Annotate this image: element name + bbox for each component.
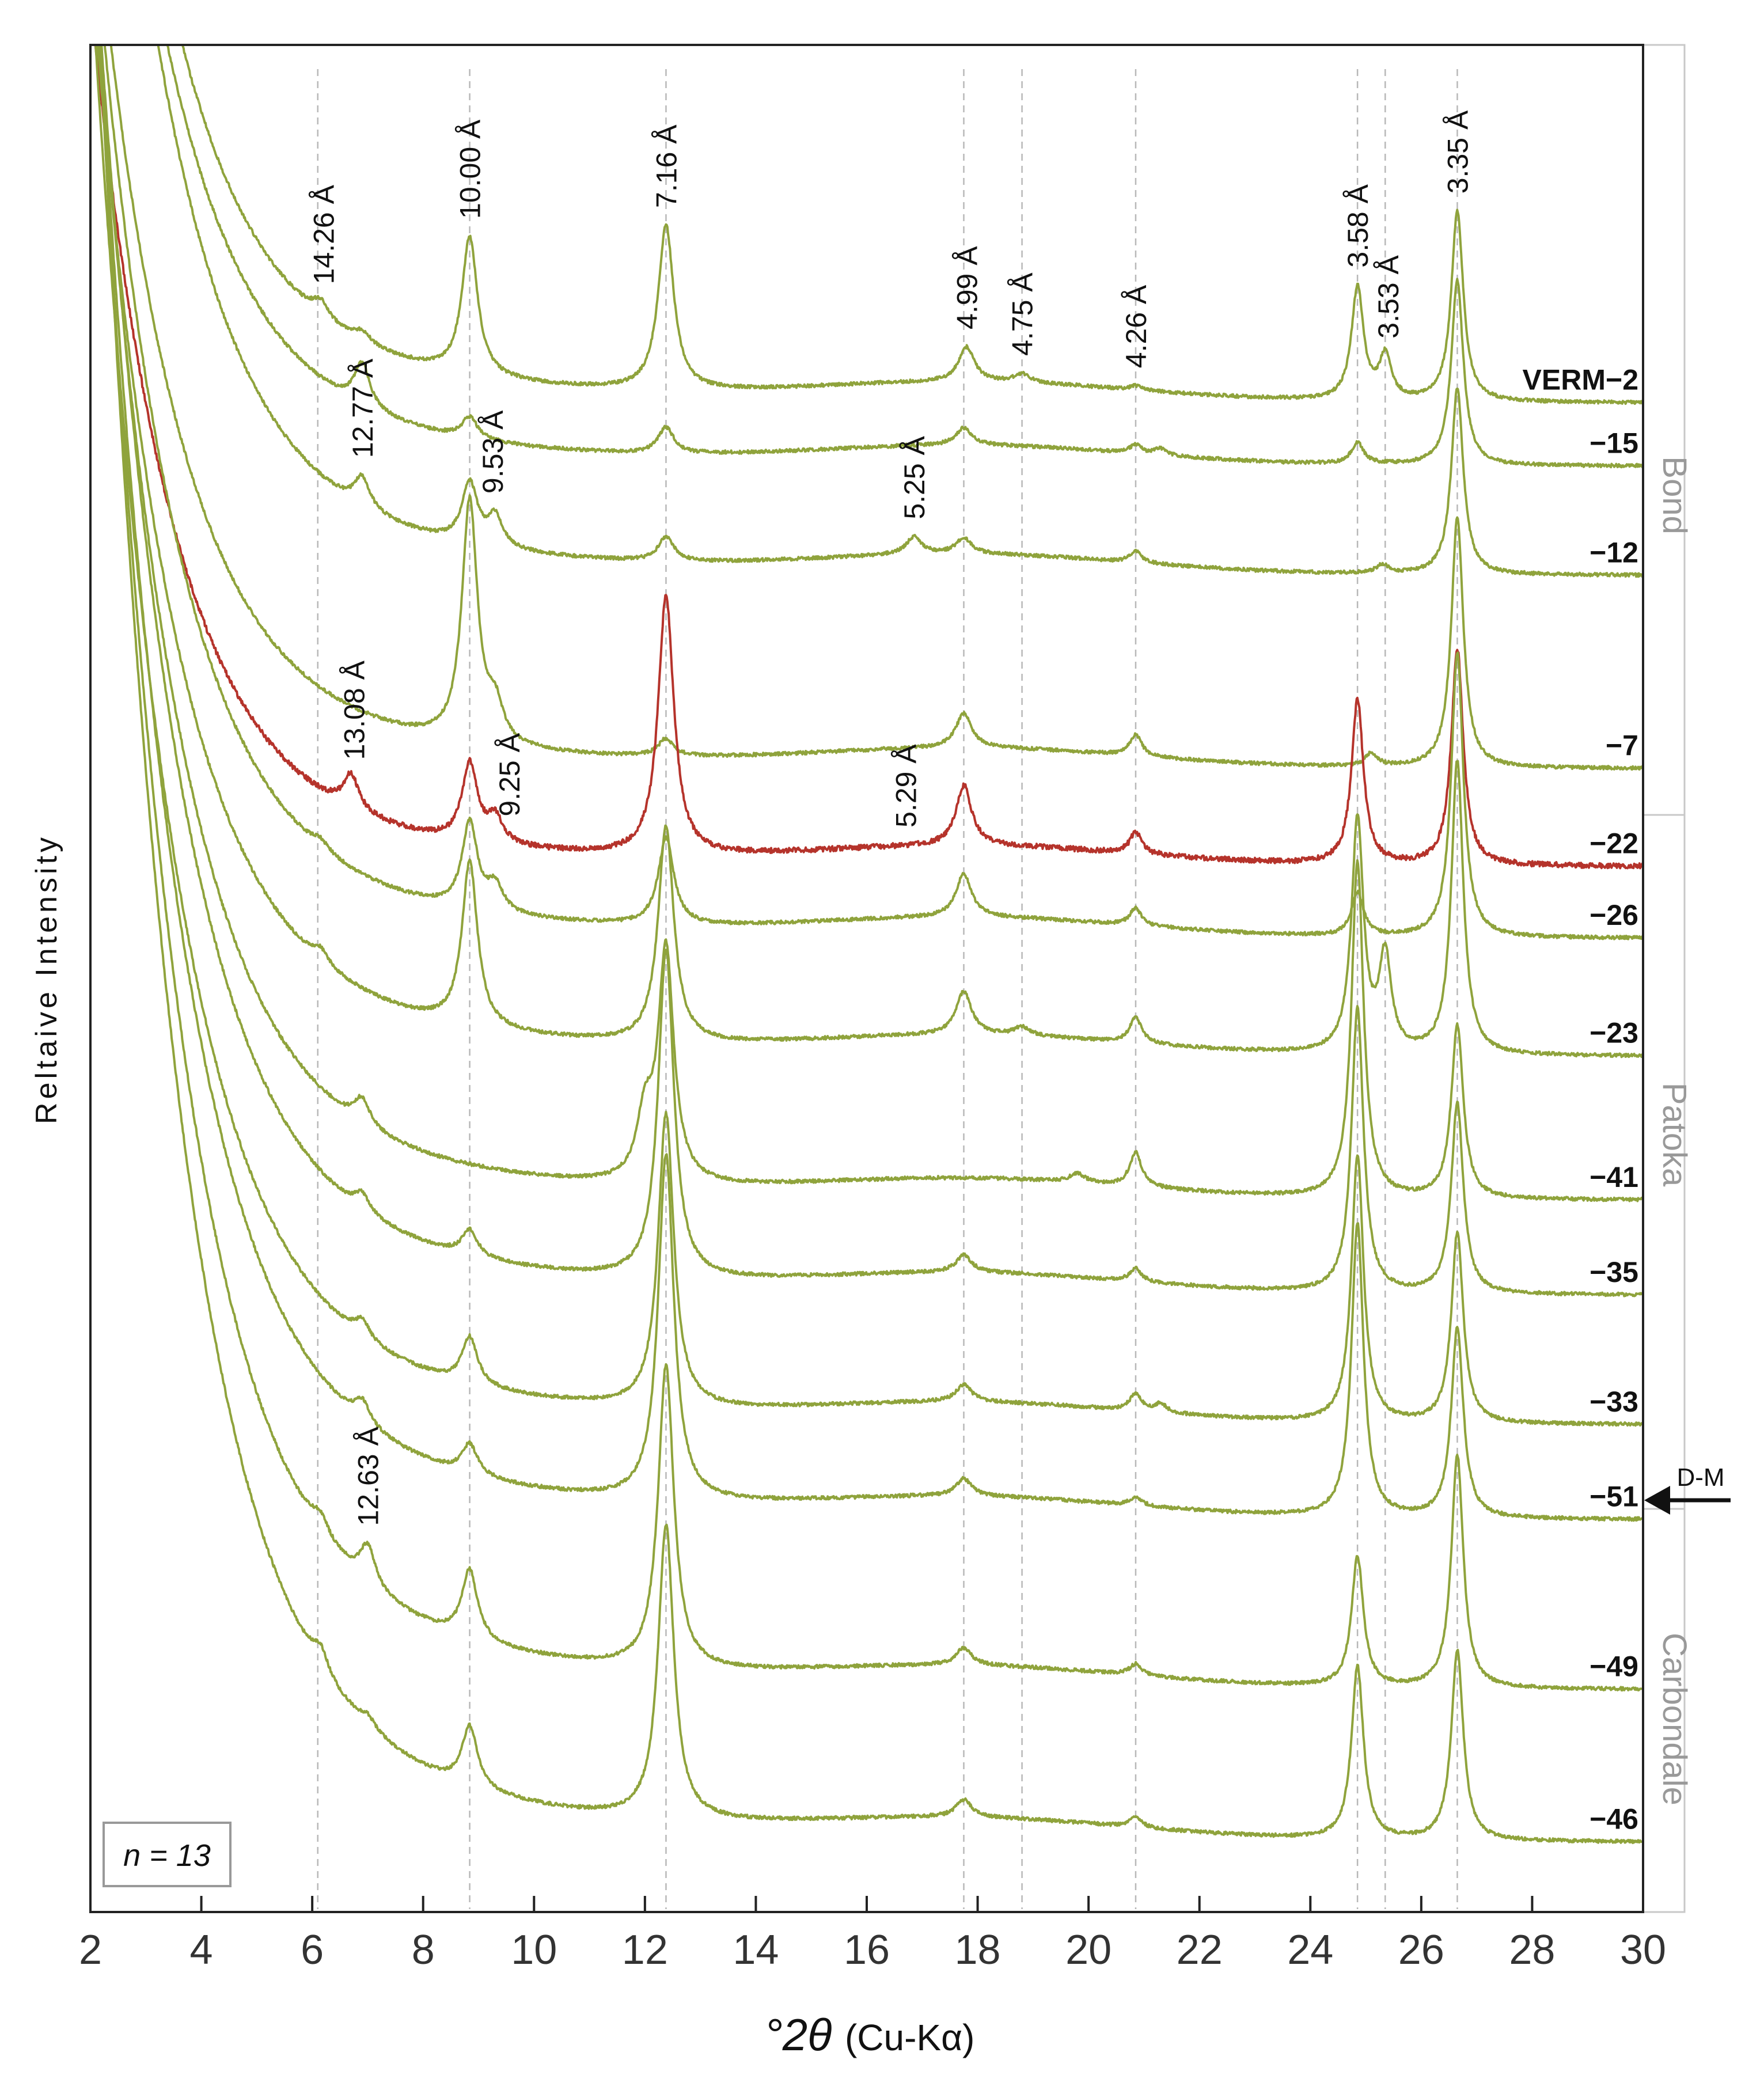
series-line--35 — [100, 45, 1643, 1298]
x-tick-label: 28 — [1509, 1927, 1555, 1973]
series-line--51 — [98, 45, 1643, 1522]
reference-lines — [317, 69, 1458, 1909]
peak-labels: 14.26 Å 10.00 Å 7.16 Å 4.99 Å 4.75 Å 4.26 Å 3.… — [308, 110, 1474, 1526]
sample-label: −46 — [1590, 1803, 1638, 1835]
x-tick-label: 16 — [844, 1927, 890, 1973]
n-annotation-box: n = 13 — [103, 1822, 232, 1887]
sample-label: −49 — [1590, 1650, 1638, 1682]
x-tick-label: 4 — [190, 1927, 213, 1973]
x-tick-label: 8 — [412, 1927, 435, 1973]
sample-label: −23 — [1590, 1017, 1638, 1049]
series-line--41 — [98, 45, 1643, 1202]
x-axis-symbol: °2θ — [765, 2009, 832, 2060]
series-line--15 — [166, 45, 1643, 469]
series-line--7 — [109, 45, 1643, 771]
x-tick-label: 30 — [1620, 1927, 1666, 1973]
peak-label: 5.25 Å — [898, 435, 931, 519]
sample-label: −51 — [1590, 1481, 1638, 1513]
peak-label: 14.26 Å — [308, 184, 340, 284]
unit-label-patoka: Patoka — [1656, 1083, 1693, 1187]
unit-label-bond: Bond — [1656, 456, 1693, 534]
series-line--49 — [98, 45, 1643, 1692]
x-tick-label: 6 — [301, 1927, 324, 1973]
series-line--22 — [94, 45, 1643, 870]
sample-label: VERM−2 — [1523, 363, 1638, 396]
peak-label: 10.00 Å — [454, 119, 487, 219]
x-axis: 2 4 6 8 10 12 14 16 18 20 22 24 26 28 30 — [79, 1896, 1666, 1973]
x-tick-label: 18 — [955, 1927, 1001, 1973]
series-line--23 — [96, 45, 1643, 1059]
dm-marker-label: D-M — [1676, 1463, 1724, 1492]
peak-label: 7.16 Å — [650, 124, 682, 208]
series-line--12 — [157, 45, 1643, 578]
x-tick-label: 20 — [1065, 1927, 1111, 1973]
peak-label: 4.75 Å — [1007, 272, 1039, 356]
unit-label-carbondale: Carbondale — [1656, 1633, 1693, 1805]
sample-labels: VERM−2 −15 −12 −7 −22 −26 −23 −41 −35 −33 −51 −49 −4… — [1523, 363, 1638, 1835]
sample-label: −15 — [1590, 427, 1638, 460]
x-tick-label: 12 — [622, 1927, 668, 1973]
peak-label: 12.77 Å — [347, 358, 379, 458]
peak-label: 9.53 Å — [477, 410, 509, 494]
y-axis-label: Reltaive Intensity — [30, 834, 63, 1124]
unit-band-bond — [1642, 44, 1686, 816]
x-axis-suffix: (Cu-Kα) — [845, 2017, 974, 2058]
sample-label: −33 — [1590, 1386, 1638, 1418]
x-tick-label: 24 — [1287, 1927, 1333, 1973]
peak-label: 3.53 Å — [1372, 255, 1405, 339]
series-line--26 — [103, 45, 1643, 940]
x-tick-label: 10 — [511, 1927, 557, 1973]
x-tick-label: 22 — [1177, 1927, 1223, 1973]
dm-arrow-head — [1644, 1486, 1670, 1515]
series-layer — [94, 45, 1643, 1845]
peak-label: 3.35 Å — [1441, 110, 1474, 194]
x-tick-label: 2 — [79, 1927, 102, 1973]
peak-label: 3.58 Å — [1342, 184, 1374, 267]
peak-label: 13.08 Å — [338, 660, 370, 760]
sample-label: −35 — [1590, 1256, 1638, 1288]
n-annotation: n = 13 — [123, 1838, 211, 1873]
peak-label: 5.29 Å — [890, 744, 922, 828]
unit-band-carbondale — [1642, 1508, 1686, 1913]
sample-label: −12 — [1590, 536, 1638, 568]
sample-label: −26 — [1590, 899, 1638, 931]
peak-label: 12.63 Å — [352, 1426, 384, 1526]
stratigraphic-unit-bands: Bond Patoka Carbondale — [1642, 44, 1693, 1913]
x-axis-label: °2θ (Cu-Kα) — [765, 2009, 975, 2060]
sample-label: −41 — [1590, 1161, 1638, 1193]
sample-label: −22 — [1590, 827, 1638, 859]
peak-label: 9.25 Å — [494, 733, 526, 816]
x-tick-label: 26 — [1398, 1927, 1444, 1973]
peak-label: 4.26 Å — [1120, 284, 1152, 368]
series-line-VERM-2 — [181, 45, 1643, 405]
series-line--46 — [99, 45, 1643, 1845]
x-tick-label: 14 — [733, 1927, 779, 1973]
sample-label: −7 — [1606, 729, 1638, 761]
unit-band-patoka — [1642, 814, 1686, 1510]
peak-label: 4.99 Å — [951, 246, 983, 329]
dm-marker: D-M — [1644, 1463, 1731, 1515]
series-line--33 — [94, 45, 1643, 1427]
